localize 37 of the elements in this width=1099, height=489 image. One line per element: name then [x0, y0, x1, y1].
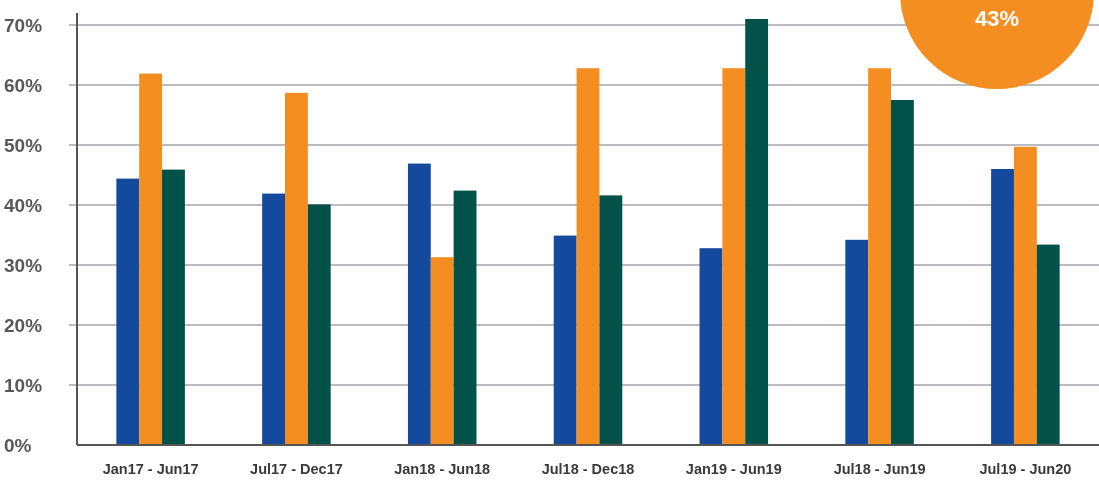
bar [722, 68, 746, 445]
bar [599, 195, 623, 445]
y-tick-label: 40% [4, 194, 43, 216]
bar [868, 68, 891, 445]
bar [262, 193, 285, 445]
bar [891, 100, 914, 445]
bar [553, 235, 577, 445]
bar [407, 163, 431, 445]
y-tick-label: 10% [4, 374, 43, 396]
bar [307, 204, 331, 445]
y-tick-label: 60% [4, 74, 43, 96]
x-tick-label: Jan18 - Jun18 [394, 461, 491, 477]
bar [1036, 244, 1060, 445]
annotation: 43% [974, 6, 1020, 31]
y-tick-label: 70% [4, 14, 43, 36]
bar [116, 178, 140, 445]
bar [699, 248, 723, 445]
bar [285, 92, 308, 445]
x-tick-label: Jul19 - Jun20 [979, 461, 1072, 477]
bar [162, 169, 185, 445]
x-tick-label: Jan17 - Jun17 [102, 461, 199, 477]
y-tick-label: 50% [4, 134, 43, 156]
bar [430, 257, 454, 445]
bar [576, 68, 600, 445]
bar [139, 73, 163, 445]
y-tick-label: 30% [4, 254, 43, 276]
x-tick-label: Jul18 - Dec18 [541, 461, 635, 477]
bar [745, 19, 769, 445]
bar [991, 169, 1014, 445]
y-tick-label: 20% [4, 314, 43, 336]
y-tick-label: 0% [4, 434, 32, 456]
x-tick-label: Jan19 - Jun19 [685, 461, 782, 477]
bar [453, 190, 477, 445]
x-tick-label: Jul17 - Dec17 [250, 461, 343, 477]
bar [1013, 146, 1037, 445]
bar [845, 239, 869, 445]
x-tick-label: Jul18 - Jun19 [833, 461, 926, 477]
